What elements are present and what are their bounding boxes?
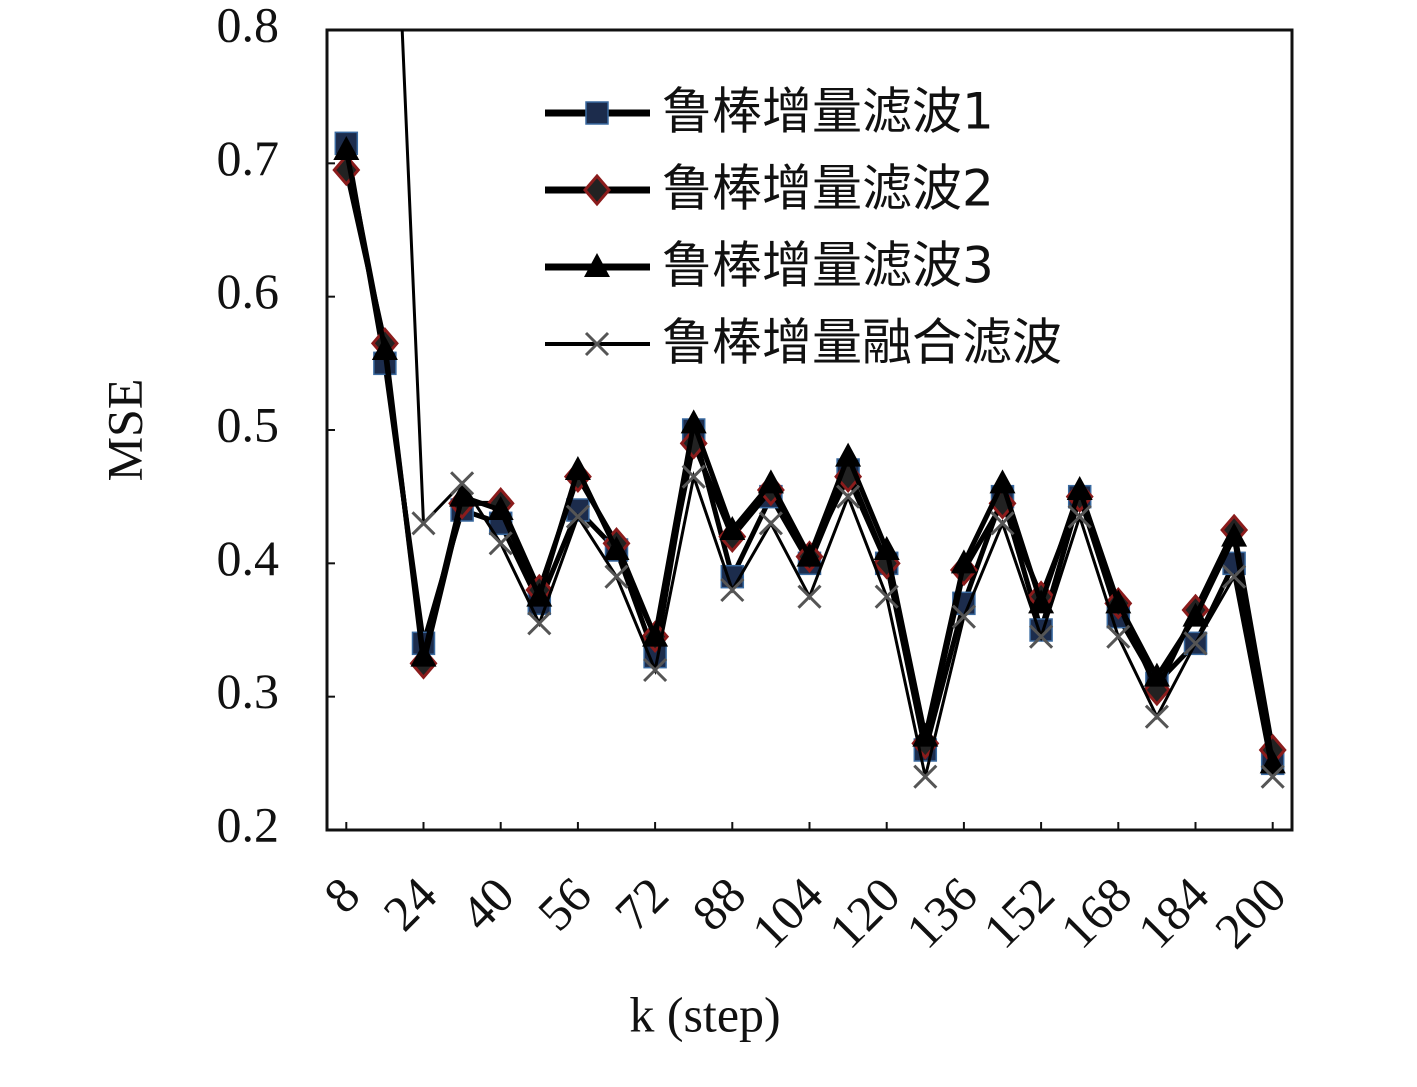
marker-x: [527, 611, 552, 636]
marker-triangle: [1221, 522, 1248, 547]
y-tick-label: 0.8: [217, 0, 280, 52]
marker-x: [1106, 624, 1131, 649]
legend-label: 鲁棒增量滤波2: [662, 160, 994, 218]
plot-area: [332, 30, 1287, 789]
marker-triangle: [564, 456, 591, 480]
marker-triangle: [487, 496, 514, 520]
marker-triangle: [371, 336, 398, 360]
legend-marker: [583, 173, 611, 207]
x-tick-label: 104: [741, 866, 834, 959]
marker-x: [758, 511, 783, 536]
x-tick-label: 184: [1127, 866, 1220, 959]
marker-triangle: [1066, 476, 1093, 500]
marker-x: [1183, 631, 1208, 656]
marker-triangle: [680, 409, 707, 434]
marker-x: [874, 584, 899, 609]
legend-label: 鲁棒增量滤波3: [662, 237, 994, 295]
marker-triangle: [1259, 749, 1286, 774]
y-tick-label: 0.6: [217, 263, 280, 319]
marker-triangle: [526, 582, 553, 607]
x-tick-label: 56: [527, 866, 602, 941]
x-tick-label: 168: [1050, 866, 1143, 959]
marker-triangle: [873, 536, 900, 560]
legend-label: 鲁棒增量滤波1: [662, 83, 994, 141]
marker-x: [488, 531, 513, 556]
marker-triangle: [719, 516, 746, 540]
legend-marker: [584, 253, 610, 277]
series-line: [400, 30, 1275, 778]
x-tick-label: 40: [450, 866, 525, 941]
y-axis-label: MSE: [96, 379, 152, 482]
marker-x: [797, 584, 822, 609]
marker-triangle: [1028, 589, 1055, 614]
marker-x: [604, 564, 629, 589]
y-tick-label: 0.3: [217, 663, 280, 719]
x-axis-label: k (step): [629, 986, 780, 1042]
legend-marker: [584, 331, 610, 357]
marker-x: [565, 504, 590, 529]
marker-x: [1067, 504, 1092, 529]
plot-frame: [325, 28, 1294, 832]
y-tick-label: 0.5: [217, 396, 280, 452]
marker-x: [450, 471, 475, 496]
marker-x: [681, 464, 706, 489]
x-tick-label: 72: [604, 866, 679, 941]
marker-triangle: [835, 442, 862, 467]
marker-x: [1029, 624, 1054, 649]
marker-triangle: [449, 482, 476, 507]
marker-triangle: [1143, 662, 1170, 687]
x-tick-label: 24: [372, 866, 447, 941]
marker-triangle: [796, 542, 823, 567]
marker-x: [1222, 564, 1247, 589]
x-tick-label: 120: [818, 866, 911, 959]
marker-triangle: [1182, 602, 1209, 627]
x-tick-label: 152: [972, 866, 1065, 959]
marker-x: [720, 577, 745, 603]
marker-triangle: [410, 642, 437, 667]
marker-x: [411, 511, 436, 536]
marker-x: [1144, 704, 1169, 729]
x-tick-label: 200: [1204, 866, 1297, 959]
y-tick-label: 0.2: [217, 796, 280, 852]
x-tick-label: 8: [313, 866, 370, 923]
marker-triangle: [603, 536, 630, 560]
marker-x: [990, 511, 1015, 536]
marker-x: [643, 657, 668, 683]
y-tick-label: 0.4: [217, 530, 280, 586]
marker-triangle: [333, 136, 360, 160]
y-tick-label: 0.7: [217, 130, 280, 186]
marker-triangle: [1105, 589, 1132, 614]
marker-x: [913, 764, 938, 789]
x-tick-label: 136: [895, 866, 988, 959]
marker-triangle: [989, 469, 1016, 494]
legend-label: 鲁棒增量融合滤波: [662, 314, 1062, 372]
x-tick-label: 88: [681, 866, 756, 941]
marker-x: [836, 484, 861, 509]
marker-x: [1260, 764, 1285, 789]
legend-marker: [585, 101, 609, 125]
marker-triangle: [757, 469, 784, 494]
marker-triangle: [950, 549, 977, 574]
marker-x: [951, 604, 976, 629]
